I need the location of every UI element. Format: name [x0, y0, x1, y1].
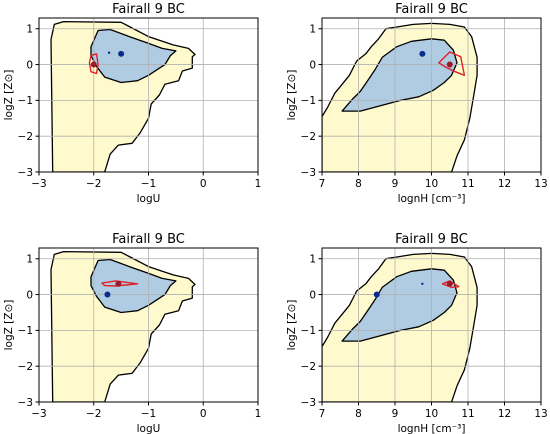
confidence-region-inner: [341, 268, 458, 342]
x-tick-label: 13: [534, 408, 547, 420]
axis-label-text: lognH [cm⁻³]: [398, 193, 466, 205]
y-tick-label: −1: [301, 95, 316, 107]
x-tick-label: 12: [498, 408, 511, 420]
panel-1: −3 −2 −1 0 1 −3 −2 −1 0 1 Fairall 9 BC logU logZ [Z⊙…: [3, 2, 261, 205]
highlight-contour: [101, 280, 139, 287]
highlight-contour: [88, 53, 99, 75]
y-tick-label: −3: [18, 397, 33, 409]
axis-label-text: logU: [137, 423, 161, 434]
plot-area: [39, 18, 258, 172]
y-tick-label: 0: [309, 59, 316, 71]
data-point-3: [90, 61, 97, 68]
x-tick-label: −2: [86, 178, 101, 190]
data-point-1: [419, 50, 426, 57]
x-tick-label: 8: [355, 178, 362, 190]
x-tick-label: 10: [425, 178, 438, 190]
axis-label-text: logZ [Z⊙]: [286, 300, 298, 351]
x-tick-label: 0: [200, 178, 207, 190]
axis-label-text: logZ [Z⊙]: [286, 70, 298, 121]
y-tick-label: −1: [18, 325, 33, 337]
y-tick-label: −3: [18, 167, 33, 179]
x-tick-label: 0: [200, 408, 207, 420]
confidence-region-inner: [341, 38, 458, 112]
data-point-1: [118, 50, 125, 57]
axis-label-text: logZ [Z⊙]: [3, 70, 15, 121]
x-tick-label: 7: [319, 178, 326, 190]
y-tick-label: −2: [18, 361, 33, 373]
x-tick-label: 11: [461, 178, 474, 190]
data-point-1: [115, 280, 122, 287]
x-tick-label: 9: [392, 408, 399, 420]
x-tick-label: −2: [86, 408, 101, 420]
plot-area: [39, 248, 258, 402]
x-tick-label: 11: [461, 408, 474, 420]
x-tick-label: −1: [141, 408, 156, 420]
panel-3: −3 −2 −1 0 1 −3 −2 −1 0 1 Fairall 9 BC logU logZ [Z⊙…: [3, 232, 261, 434]
y-tick-label: −2: [301, 131, 316, 143]
panel-4: 7 8 9 10 11 12 13 −3 −2 −1 0 1 Fairall 9 BC lognH [cm…: [286, 232, 548, 434]
x-tick-label: −3: [31, 408, 46, 420]
y-tick-label: −1: [18, 95, 33, 107]
data-point-3: [446, 280, 453, 287]
y-tick-label: 1: [309, 254, 316, 266]
plot-area: [322, 248, 541, 402]
panel-2: 7 8 9 10 11 12 13 −3 −2 −1 0 1 Fairall 9 BC lognH [cm…: [286, 2, 548, 205]
x-tick-label: 13: [534, 178, 547, 190]
axis-label-text: logU: [137, 193, 161, 205]
x-tick-label: 1: [255, 408, 262, 420]
y-tick-label: 0: [26, 59, 33, 71]
axis-label-text: lognH [cm⁻³]: [398, 423, 466, 434]
x-tick-label: 7: [319, 408, 326, 420]
x-tick-label: −3: [31, 178, 46, 190]
data-point-1: [373, 291, 380, 298]
y-tick-label: −1: [301, 325, 316, 337]
y-tick-label: −2: [18, 131, 33, 143]
y-tick-label: 1: [26, 254, 33, 266]
x-tick-label: 1: [255, 178, 262, 190]
chart-title: Fairall 9 BC: [395, 2, 468, 17]
y-tick-label: −3: [301, 167, 316, 179]
data-point-2: [104, 291, 111, 298]
chart-title: Fairall 9 BC: [112, 232, 185, 247]
highlight-contour: [438, 51, 466, 77]
x-tick-label: 10: [425, 408, 438, 420]
x-tick-label: 12: [498, 178, 511, 190]
y-tick-label: 1: [309, 24, 316, 36]
data-point-2: [421, 282, 424, 286]
y-tick-label: −3: [301, 397, 316, 409]
y-tick-label: 0: [309, 289, 316, 301]
y-tick-label: 0: [26, 289, 33, 301]
x-tick-label: 8: [355, 408, 362, 420]
y-tick-label: 1: [26, 24, 33, 36]
data-point-2: [107, 51, 111, 54]
axis-label-text: logZ [Z⊙]: [3, 300, 15, 351]
plot-area: [322, 18, 541, 172]
chart-title: Fairall 9 BC: [112, 2, 185, 17]
chart-title: Fairall 9 BC: [395, 232, 468, 247]
y-tick-label: −2: [301, 361, 316, 373]
x-tick-label: −1: [141, 178, 156, 190]
x-tick-label: 9: [392, 178, 399, 190]
data-point-2: [446, 61, 453, 68]
